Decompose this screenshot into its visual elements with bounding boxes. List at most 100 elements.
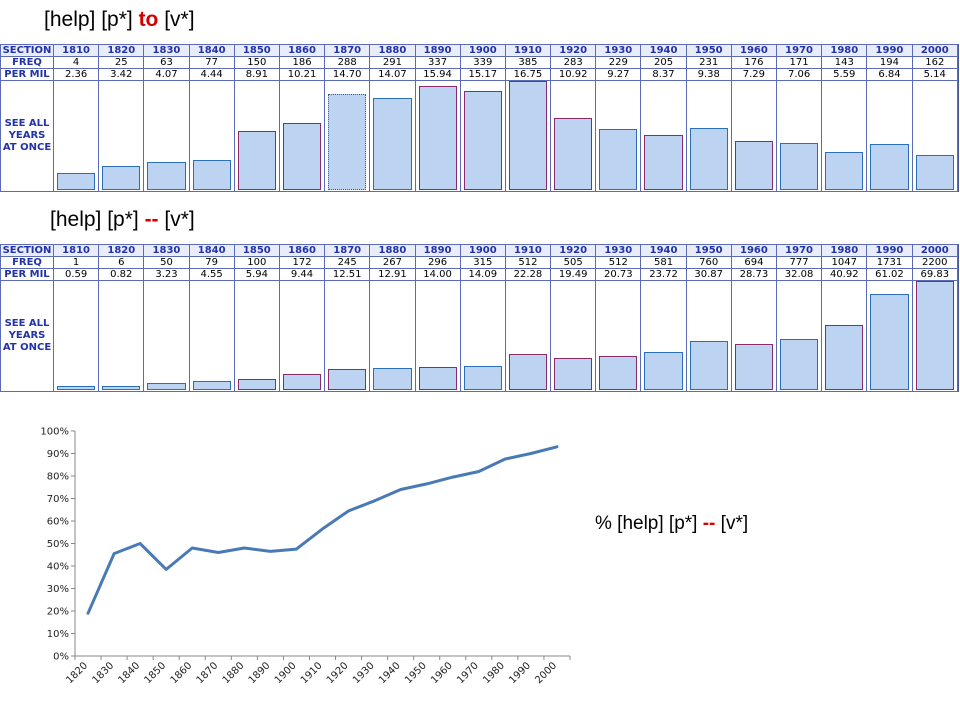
panel1-section-cell[interactable]: 1950 <box>685 44 732 57</box>
panel2-bar[interactable] <box>734 344 773 390</box>
panel2-section-cell[interactable]: 1940 <box>640 244 687 257</box>
panel2-section-cell[interactable]: 1990 <box>866 244 913 257</box>
panel1-bar-cell[interactable] <box>143 80 190 192</box>
panel1-section-cell[interactable]: 1870 <box>324 44 371 57</box>
panel1-bar-cell[interactable] <box>504 80 552 192</box>
panel2-bar[interactable] <box>644 352 683 390</box>
panel1-bar[interactable] <box>870 144 909 190</box>
panel2-section-cell[interactable]: 1840 <box>188 244 235 257</box>
panel1-bar[interactable] <box>192 160 231 190</box>
panel1-bar[interactable] <box>599 129 638 190</box>
panel2-bar[interactable] <box>780 339 819 390</box>
panel1-bar[interactable] <box>689 128 728 190</box>
panel1-bar-cell[interactable] <box>324 80 371 192</box>
panel2-bar-cell[interactable] <box>775 280 823 392</box>
panel2-section-cell[interactable]: 1930 <box>595 244 642 257</box>
panel1-section-cell[interactable]: 1900 <box>459 44 506 57</box>
panel1-section-cell[interactable]: 1850 <box>233 44 280 57</box>
panel1-bar-cell[interactable] <box>866 80 913 192</box>
panel2-bar-cell[interactable] <box>459 280 506 392</box>
panel2-section-cell[interactable]: 1810 <box>52 244 100 257</box>
panel1-section-cell[interactable]: 1890 <box>414 44 461 57</box>
panel1-bar-cell[interactable] <box>640 80 687 192</box>
panel1-bar-cell[interactable] <box>52 80 100 192</box>
panel2-bar[interactable] <box>282 374 322 390</box>
panel1-bar-cell[interactable] <box>550 80 597 192</box>
panel1-section-cell[interactable]: 1960 <box>730 44 778 57</box>
panel2-bar[interactable] <box>102 386 141 390</box>
panel1-section-cell[interactable]: 2000 <box>911 44 959 57</box>
panel1-bar[interactable] <box>554 118 593 190</box>
panel1-bar-cell[interactable] <box>369 80 416 192</box>
panel2-see-all-link[interactable]: SEE ALL YEARS AT ONCE <box>0 280 54 392</box>
panel2-bar-cell[interactable] <box>866 280 913 392</box>
panel2-bar-cell[interactable] <box>550 280 597 392</box>
panel2-bar-cell[interactable] <box>414 280 461 392</box>
panel1-section-cell[interactable]: 1880 <box>369 44 416 57</box>
panel2-bar[interactable] <box>147 383 186 390</box>
panel2-section-cell[interactable]: 1960 <box>730 244 778 257</box>
panel1-bar[interactable] <box>418 86 457 190</box>
panel1-bar[interactable] <box>57 173 96 190</box>
panel2-bar[interactable] <box>192 381 231 390</box>
panel1-section-cell[interactable]: 1820 <box>98 44 145 57</box>
panel1-bar[interactable] <box>282 123 322 190</box>
panel2-bar[interactable] <box>689 341 728 390</box>
panel2-bar-cell[interactable] <box>640 280 687 392</box>
panel2-bar-cell[interactable] <box>143 280 190 392</box>
panel1-bar[interactable] <box>328 94 367 190</box>
panel1-section-cell[interactable]: 1970 <box>775 44 823 57</box>
panel1-section-cell[interactable]: 1990 <box>866 44 913 57</box>
panel1-section-cell[interactable]: 1830 <box>143 44 190 57</box>
panel1-section-cell[interactable]: 1810 <box>52 44 100 57</box>
panel2-bar-cell[interactable] <box>52 280 100 392</box>
panel1-bar-cell[interactable] <box>685 80 732 192</box>
panel2-section-cell[interactable]: 1950 <box>685 244 732 257</box>
panel2-section-cell[interactable]: 1880 <box>369 244 416 257</box>
panel1-see-all-link[interactable]: SEE ALL YEARS AT ONCE <box>0 80 54 192</box>
panel1-bar-cell[interactable] <box>459 80 506 192</box>
panel1-bar-cell[interactable] <box>188 80 235 192</box>
panel1-section-cell[interactable]: 1910 <box>504 44 552 57</box>
panel2-section-cell[interactable]: 1850 <box>233 244 280 257</box>
panel1-section-cell[interactable]: 1930 <box>595 44 642 57</box>
panel2-section-cell[interactable]: 2000 <box>911 244 959 257</box>
panel1-section-cell[interactable]: 1860 <box>278 44 326 57</box>
panel2-section-cell[interactable]: 1900 <box>459 244 506 257</box>
panel1-bar-cell[interactable] <box>278 80 326 192</box>
panel2-bar[interactable] <box>825 325 864 390</box>
panel2-section-cell[interactable]: 1890 <box>414 244 461 257</box>
panel2-bar[interactable] <box>554 358 593 390</box>
panel2-bar[interactable] <box>915 281 954 390</box>
panel1-bar-cell[interactable] <box>595 80 642 192</box>
panel2-section-cell[interactable]: 1970 <box>775 244 823 257</box>
panel1-bar[interactable] <box>825 152 864 190</box>
panel2-bar-cell[interactable] <box>188 280 235 392</box>
panel2-section-cell[interactable]: 1820 <box>98 244 145 257</box>
panel1-bar-cell[interactable] <box>414 80 461 192</box>
panel2-bar[interactable] <box>237 379 276 390</box>
panel1-bar-cell[interactable] <box>775 80 823 192</box>
panel1-bar[interactable] <box>147 162 186 190</box>
panel1-bar-cell[interactable] <box>911 80 959 192</box>
panel2-section-cell[interactable]: 1980 <box>821 244 868 257</box>
panel2-section-cell[interactable]: 1860 <box>278 244 326 257</box>
panel2-bar[interactable] <box>57 386 96 390</box>
panel2-bar-cell[interactable] <box>278 280 326 392</box>
panel2-section-cell[interactable]: 1830 <box>143 244 190 257</box>
panel2-bar-cell[interactable] <box>595 280 642 392</box>
panel2-bar[interactable] <box>463 366 502 390</box>
panel2-section-cell[interactable]: 1920 <box>550 244 597 257</box>
panel2-bar-cell[interactable] <box>98 280 145 392</box>
panel2-bar-cell[interactable] <box>911 280 959 392</box>
panel2-bar[interactable] <box>508 354 548 390</box>
panel1-bar[interactable] <box>237 131 276 190</box>
panel1-bar[interactable] <box>644 135 683 190</box>
panel1-section-cell[interactable]: 1940 <box>640 44 687 57</box>
panel2-section-cell[interactable]: 1870 <box>324 244 371 257</box>
panel1-bar[interactable] <box>734 141 773 190</box>
panel1-bar[interactable] <box>102 166 141 190</box>
panel2-bar-cell[interactable] <box>504 280 552 392</box>
panel2-bar[interactable] <box>870 294 909 390</box>
panel2-bar[interactable] <box>599 356 638 390</box>
